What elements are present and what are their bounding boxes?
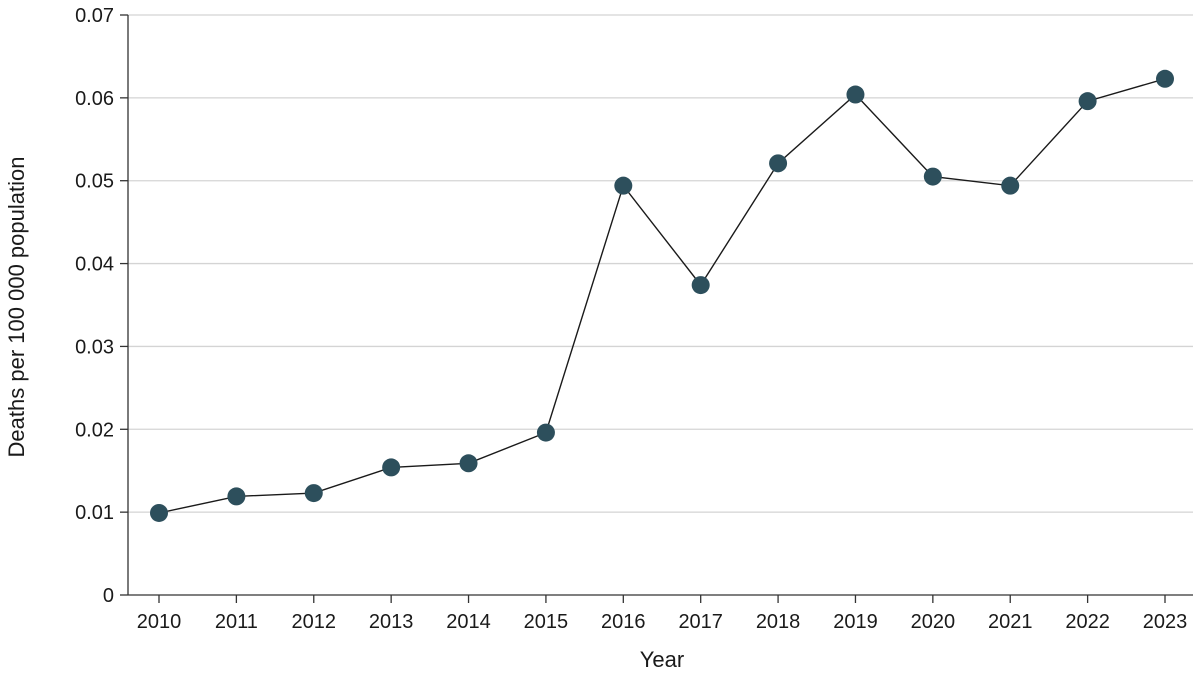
x-tick-label: 2016 (601, 611, 646, 633)
y-tick-label: 0.02 (75, 419, 114, 441)
data-point (227, 487, 246, 506)
y-tick-label: 0.06 (75, 88, 114, 110)
gridlines (128, 14, 1193, 513)
x-tick-label: 2019 (833, 611, 878, 633)
data-point (846, 85, 865, 104)
x-axis-title: Year (640, 647, 684, 672)
x-tick-label: 2015 (524, 611, 569, 633)
x-tick-label: 2011 (215, 611, 258, 633)
x-tick-label: 2012 (292, 611, 337, 633)
x-tick-label: 2020 (911, 611, 956, 633)
data-point (1078, 92, 1097, 111)
data-point (536, 423, 555, 442)
x-tick-label: 2021 (988, 611, 1033, 633)
data-point (304, 484, 323, 503)
x-tick-label: 2017 (678, 611, 723, 633)
y-tick-label: 0.07 (75, 5, 114, 27)
x-tick-label: 2023 (1143, 611, 1188, 633)
data-point (459, 454, 478, 473)
data-point (691, 276, 710, 295)
series (150, 69, 1174, 522)
x-tick-label: 2013 (369, 611, 414, 633)
data-point (150, 503, 168, 522)
series-line (158, 78, 1166, 514)
x-tick-label: 2022 (1065, 611, 1110, 633)
data-point (614, 176, 633, 195)
data-point (382, 458, 401, 477)
x-tick-label: 2010 (137, 611, 182, 633)
y-tick-label: 0.01 (75, 502, 114, 524)
x-tick-label: 2014 (446, 611, 491, 633)
x-tick-label: 2018 (756, 611, 801, 633)
axes (120, 14, 1193, 603)
data-point (1001, 176, 1020, 195)
x-tick-labels: 2010 2011 2012 2013 2014 2015 2016 2017 2018 2019… (137, 611, 1188, 633)
y-tick-label: 0.04 (75, 254, 114, 276)
y-tick-label: 0.05 (75, 171, 114, 193)
y-tick-label: 0.03 (75, 336, 114, 358)
data-point (769, 154, 788, 173)
y-axis-title: Deaths per 100 000 population (4, 157, 29, 458)
data-point (1156, 69, 1174, 88)
data-point (923, 167, 942, 186)
y-tick-labels: 0 0.01 0.02 0.03 0.04 0.05 0.06 0.07 (75, 5, 114, 607)
y-tick-label: 0 (103, 585, 114, 607)
